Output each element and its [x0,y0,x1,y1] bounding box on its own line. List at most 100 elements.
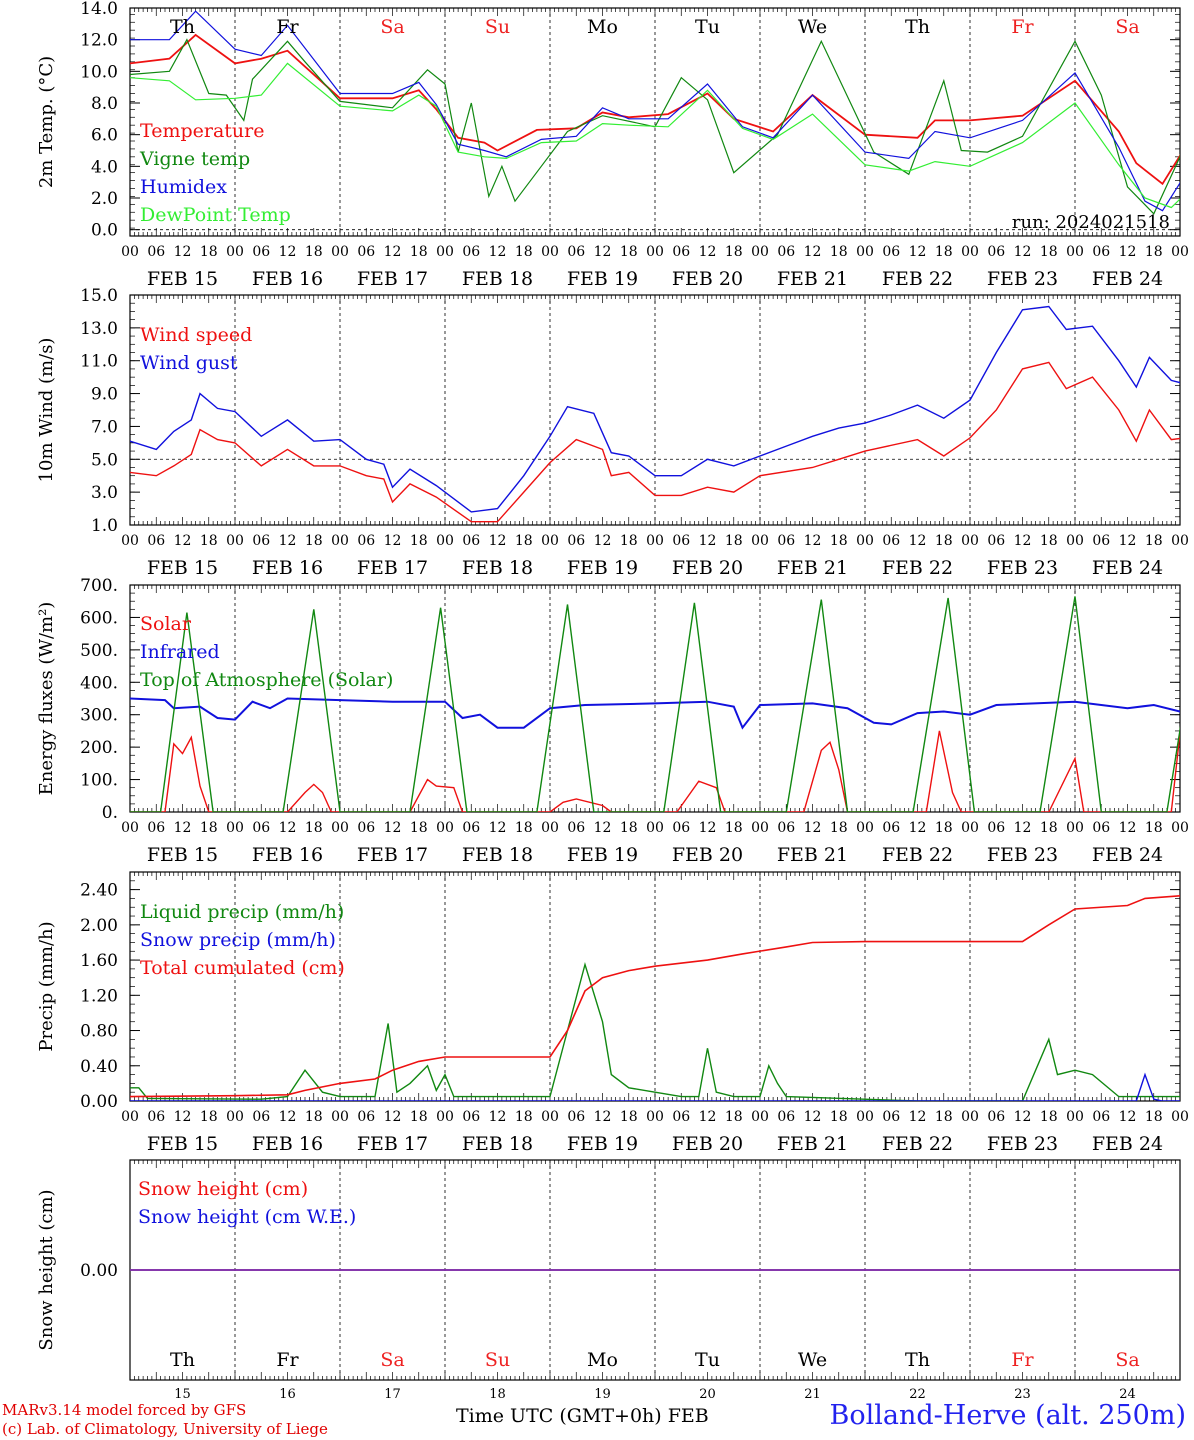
hour-label: 06 [1092,820,1110,836]
legend-entry: Snow height (cm W.E.) [138,1206,356,1228]
hour-label: 00 [331,1109,349,1125]
y-axis-title: Precip (mm/h) [36,921,57,1051]
hour-label: 18 [725,244,743,260]
date-label: FEB 19 [567,1133,638,1155]
hour-label: 18 [200,244,218,260]
hour-label: 00 [1171,533,1189,549]
hour-label: 18 [725,533,743,549]
date-label: FEB 21 [777,557,848,579]
date-label: FEB 16 [252,268,323,290]
hour-label: 12 [1119,1109,1137,1125]
hour-label: 06 [462,533,480,549]
hour-label: 00 [856,1109,874,1125]
hour-label: 18 [1145,533,1163,549]
hour-label: 18 [305,244,323,260]
hour-label: 12 [384,244,402,260]
weekday-label: Su [485,1349,510,1371]
weekday-label: Fr [1011,1349,1034,1371]
hour-label: 18 [200,533,218,549]
y-tick-label: 200. [80,738,118,758]
hour-label: 12 [1119,244,1137,260]
hour-label: 06 [987,533,1005,549]
date-label: FEB 15 [147,557,218,579]
legend-entry: DewPoint Temp [140,204,291,226]
series-line-vigne-temp [130,38,1180,215]
hour-label: 18 [935,244,953,260]
day-number-label: 19 [594,1387,611,1402]
hour-label: 06 [147,244,165,260]
hour-label: 00 [121,820,139,836]
hour-label: 06 [462,1109,480,1125]
date-label: FEB 21 [777,268,848,290]
hour-label: 00 [331,820,349,836]
date-label: FEB 21 [777,844,848,866]
hour-label: 00 [436,820,454,836]
date-label: FEB 17 [357,844,428,866]
hour-label: 06 [987,820,1005,836]
day-number-label: 15 [174,1387,191,1402]
series-line-total-cumulated-cm- [130,894,1180,1098]
weekday-label: Fr [1011,16,1034,38]
y-axis-title: Energy fluxes (W/m²) [36,602,57,796]
series-line-dewpoint-temp [130,62,1180,209]
y-tick-label: 11.0 [80,352,118,372]
hour-label: 06 [147,1109,165,1125]
hour-label: 00 [961,1109,979,1125]
y-tick-label: 0.00 [80,1261,118,1281]
hour-label: 18 [620,244,638,260]
y-tick-label: 700. [80,576,118,596]
legend-entry: Top of Atmosphere (Solar) [140,669,393,691]
hour-label: 18 [935,820,953,836]
day-number-label: 23 [1014,1387,1031,1402]
legend-entry: Temperature [140,120,264,142]
hour-label: 00 [856,244,874,260]
legend-entry: Humidex [140,176,227,198]
weekday-label: Su [485,16,510,38]
hour-label: 12 [1014,533,1032,549]
day-number-label: 22 [909,1387,926,1402]
hour-label: 06 [567,533,585,549]
hour-label: 06 [1092,533,1110,549]
hour-label: 06 [987,244,1005,260]
hour-label: 06 [357,533,375,549]
hour-label: 18 [830,244,848,260]
hour-label: 12 [909,820,927,836]
hour-label: 18 [410,533,428,549]
hour-label: 18 [725,1109,743,1125]
y-tick-label: 2.0 [91,189,118,209]
hour-label: 18 [410,820,428,836]
hour-label: 00 [541,820,559,836]
hour-label: 00 [646,820,664,836]
hour-label: 18 [830,533,848,549]
hour-label: 12 [804,1109,822,1125]
hour-label: 00 [1171,820,1189,836]
hour-label: 06 [1092,244,1110,260]
date-label: FEB 22 [882,844,953,866]
hour-label: 06 [357,820,375,836]
hour-label: 06 [882,1109,900,1125]
date-label: FEB 21 [777,1133,848,1155]
hour-label: 06 [147,820,165,836]
date-label: FEB 15 [147,1133,218,1155]
y-tick-label: 14.0 [80,0,118,19]
hour-label: 12 [804,820,822,836]
hour-label: 12 [594,1109,612,1125]
date-label: FEB 18 [462,557,533,579]
date-label: FEB 24 [1092,268,1163,290]
date-label: FEB 17 [357,268,428,290]
y-tick-label: 12.0 [80,31,118,51]
weekday-label: Sa [380,16,404,38]
hour-label: 18 [620,820,638,836]
date-label: FEB 16 [252,557,323,579]
hour-label: 12 [909,533,927,549]
y-tick-label: 300. [80,706,118,726]
legend-entry: Vigne temp [139,148,250,170]
hour-label: 00 [751,820,769,836]
hour-label: 00 [1171,244,1189,260]
hour-label: 18 [830,820,848,836]
hour-label: 18 [1145,244,1163,260]
y-tick-label: 0. [102,803,118,823]
hour-label: 00 [121,533,139,549]
hour-label: 18 [1040,1109,1058,1125]
